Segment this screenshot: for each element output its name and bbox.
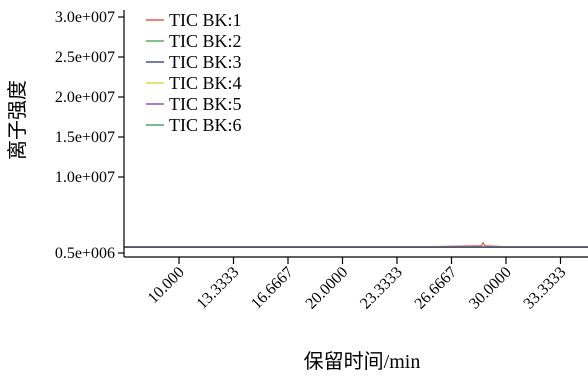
x-tick-label: 23.3333 bbox=[357, 264, 406, 313]
series-line-1 bbox=[124, 241, 588, 248]
y-tick-label: 2.5e+007 bbox=[55, 49, 115, 66]
y-tick-label: 1.5e+007 bbox=[55, 129, 115, 146]
y-tick-label: 2.0e+007 bbox=[55, 89, 115, 106]
x-tick-label: 13.3333 bbox=[194, 264, 243, 313]
x-tick-label: 10.000 bbox=[145, 264, 188, 307]
legend-label-5: TIC BK:5 bbox=[169, 94, 242, 114]
x-tick-label: 20.0000 bbox=[303, 264, 352, 313]
y-axis-label: 离子强度 bbox=[6, 80, 29, 160]
series-lines bbox=[124, 241, 588, 248]
x-tick-label: 26.6667 bbox=[412, 264, 461, 313]
y-tick-label: 3.0e+007 bbox=[55, 9, 115, 26]
legend-label-2: TIC BK:2 bbox=[169, 31, 242, 51]
axes: 0.5e+006 1.0e+007 1.5e+007 2.0e+007 2.5e+007… bbox=[55, 9, 588, 313]
legend-label-1: TIC BK:1 bbox=[169, 10, 242, 30]
x-axis-label: 保留时间/min bbox=[304, 350, 421, 373]
y-tick-label: 0.5e+006 bbox=[55, 245, 115, 262]
x-tick-label: 30.0000 bbox=[466, 264, 515, 313]
legend-label-4: TIC BK:4 bbox=[169, 73, 242, 93]
y-tick-label: 1.0e+007 bbox=[55, 169, 115, 186]
legend-label-3: TIC BK:3 bbox=[169, 52, 242, 72]
legend-label-6: TIC BK:6 bbox=[169, 115, 242, 135]
x-tick-label: 33.3333 bbox=[521, 264, 570, 313]
x-tick-label: 16.6667 bbox=[248, 264, 297, 313]
